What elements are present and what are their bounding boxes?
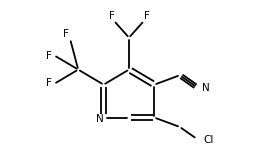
Text: F: F xyxy=(143,11,149,21)
Text: F: F xyxy=(46,51,52,61)
Text: F: F xyxy=(46,78,52,88)
Text: F: F xyxy=(63,29,69,39)
Text: F: F xyxy=(109,11,115,21)
Text: N: N xyxy=(202,83,210,93)
Text: N: N xyxy=(96,114,104,125)
Text: Cl: Cl xyxy=(203,135,214,145)
